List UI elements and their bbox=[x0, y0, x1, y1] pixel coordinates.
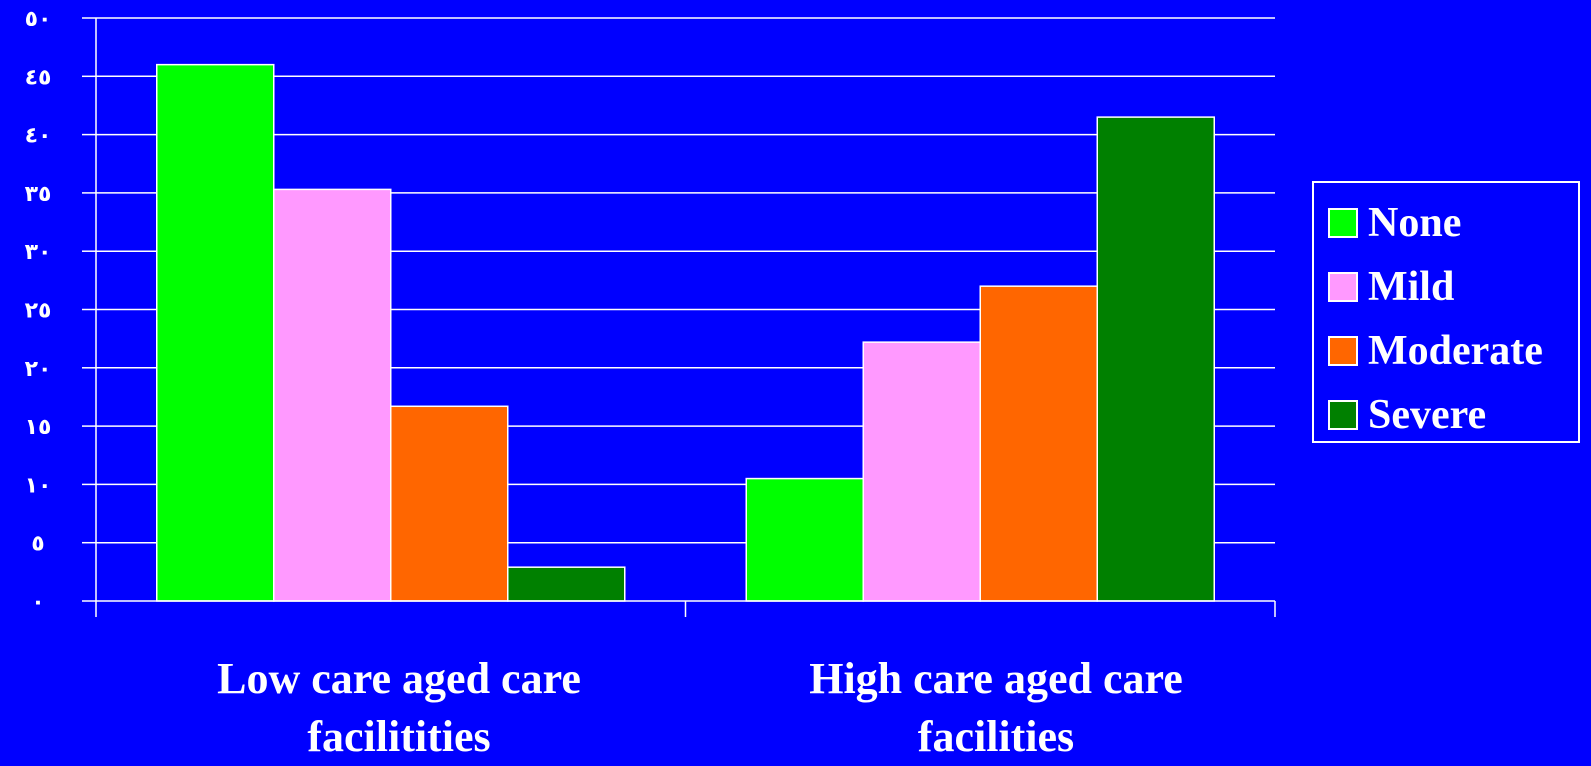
legend-label-moderate: Moderate bbox=[1368, 328, 1543, 374]
y-tick-label: ١٥ bbox=[25, 415, 52, 440]
y-tick-label: ١٠ bbox=[25, 473, 52, 498]
legend-label-severe: Severe bbox=[1368, 392, 1487, 438]
legend-swatch-none bbox=[1328, 208, 1358, 238]
y-tick-label: ٥٠ bbox=[25, 7, 52, 32]
bar-none-high-care bbox=[745, 477, 864, 602]
y-tick-label: ٢٠ bbox=[25, 357, 52, 382]
bar-moderate-low-care bbox=[390, 405, 509, 602]
y-tick-labels: ٠ ٥ ١٠ ١٥ ٢٠ ٢٥ ٣٠ ٣٥ ٤٠ ٤٥ ٥٠ bbox=[25, 7, 52, 615]
bar-severe-low-care bbox=[507, 566, 626, 602]
legend-swatch-moderate bbox=[1328, 336, 1358, 366]
bar-none-low-care bbox=[156, 63, 275, 602]
legend-item-severe: Severe bbox=[1328, 392, 1486, 438]
y-tick-label: ٥ bbox=[31, 532, 44, 557]
legend-swatch-mild bbox=[1328, 272, 1358, 302]
category-label-high-care: High care aged care facilities bbox=[809, 654, 1183, 761]
legend-label-mild: Mild bbox=[1368, 264, 1455, 310]
axes bbox=[82, 17, 1276, 617]
y-tick-label: ٣٥ bbox=[25, 182, 52, 207]
bar-severe-high-care bbox=[1096, 116, 1215, 602]
y-tick-label: ٤٥ bbox=[25, 65, 52, 90]
y-tick-label: ٣٠ bbox=[25, 240, 52, 265]
y-tick-label: ٤٠ bbox=[25, 124, 52, 149]
y-tick-label: ٢٥ bbox=[25, 299, 52, 324]
bar-moderate-high-care bbox=[979, 285, 1098, 602]
y-tick-label: ٠ bbox=[31, 590, 44, 615]
bars bbox=[156, 63, 1215, 602]
legend-swatch-severe bbox=[1328, 400, 1358, 430]
legend-item-none: None bbox=[1328, 200, 1461, 246]
legend-label-none: None bbox=[1368, 200, 1462, 246]
legend-item-moderate: Moderate bbox=[1328, 328, 1543, 374]
legend: None Mild Moderate Severe bbox=[1312, 181, 1580, 443]
bar-mild-low-care bbox=[273, 188, 392, 602]
legend-item-mild: Mild bbox=[1328, 264, 1454, 310]
bar-mild-high-care bbox=[862, 341, 981, 602]
category-label-low-care: Low care aged care facilitities bbox=[217, 654, 581, 761]
